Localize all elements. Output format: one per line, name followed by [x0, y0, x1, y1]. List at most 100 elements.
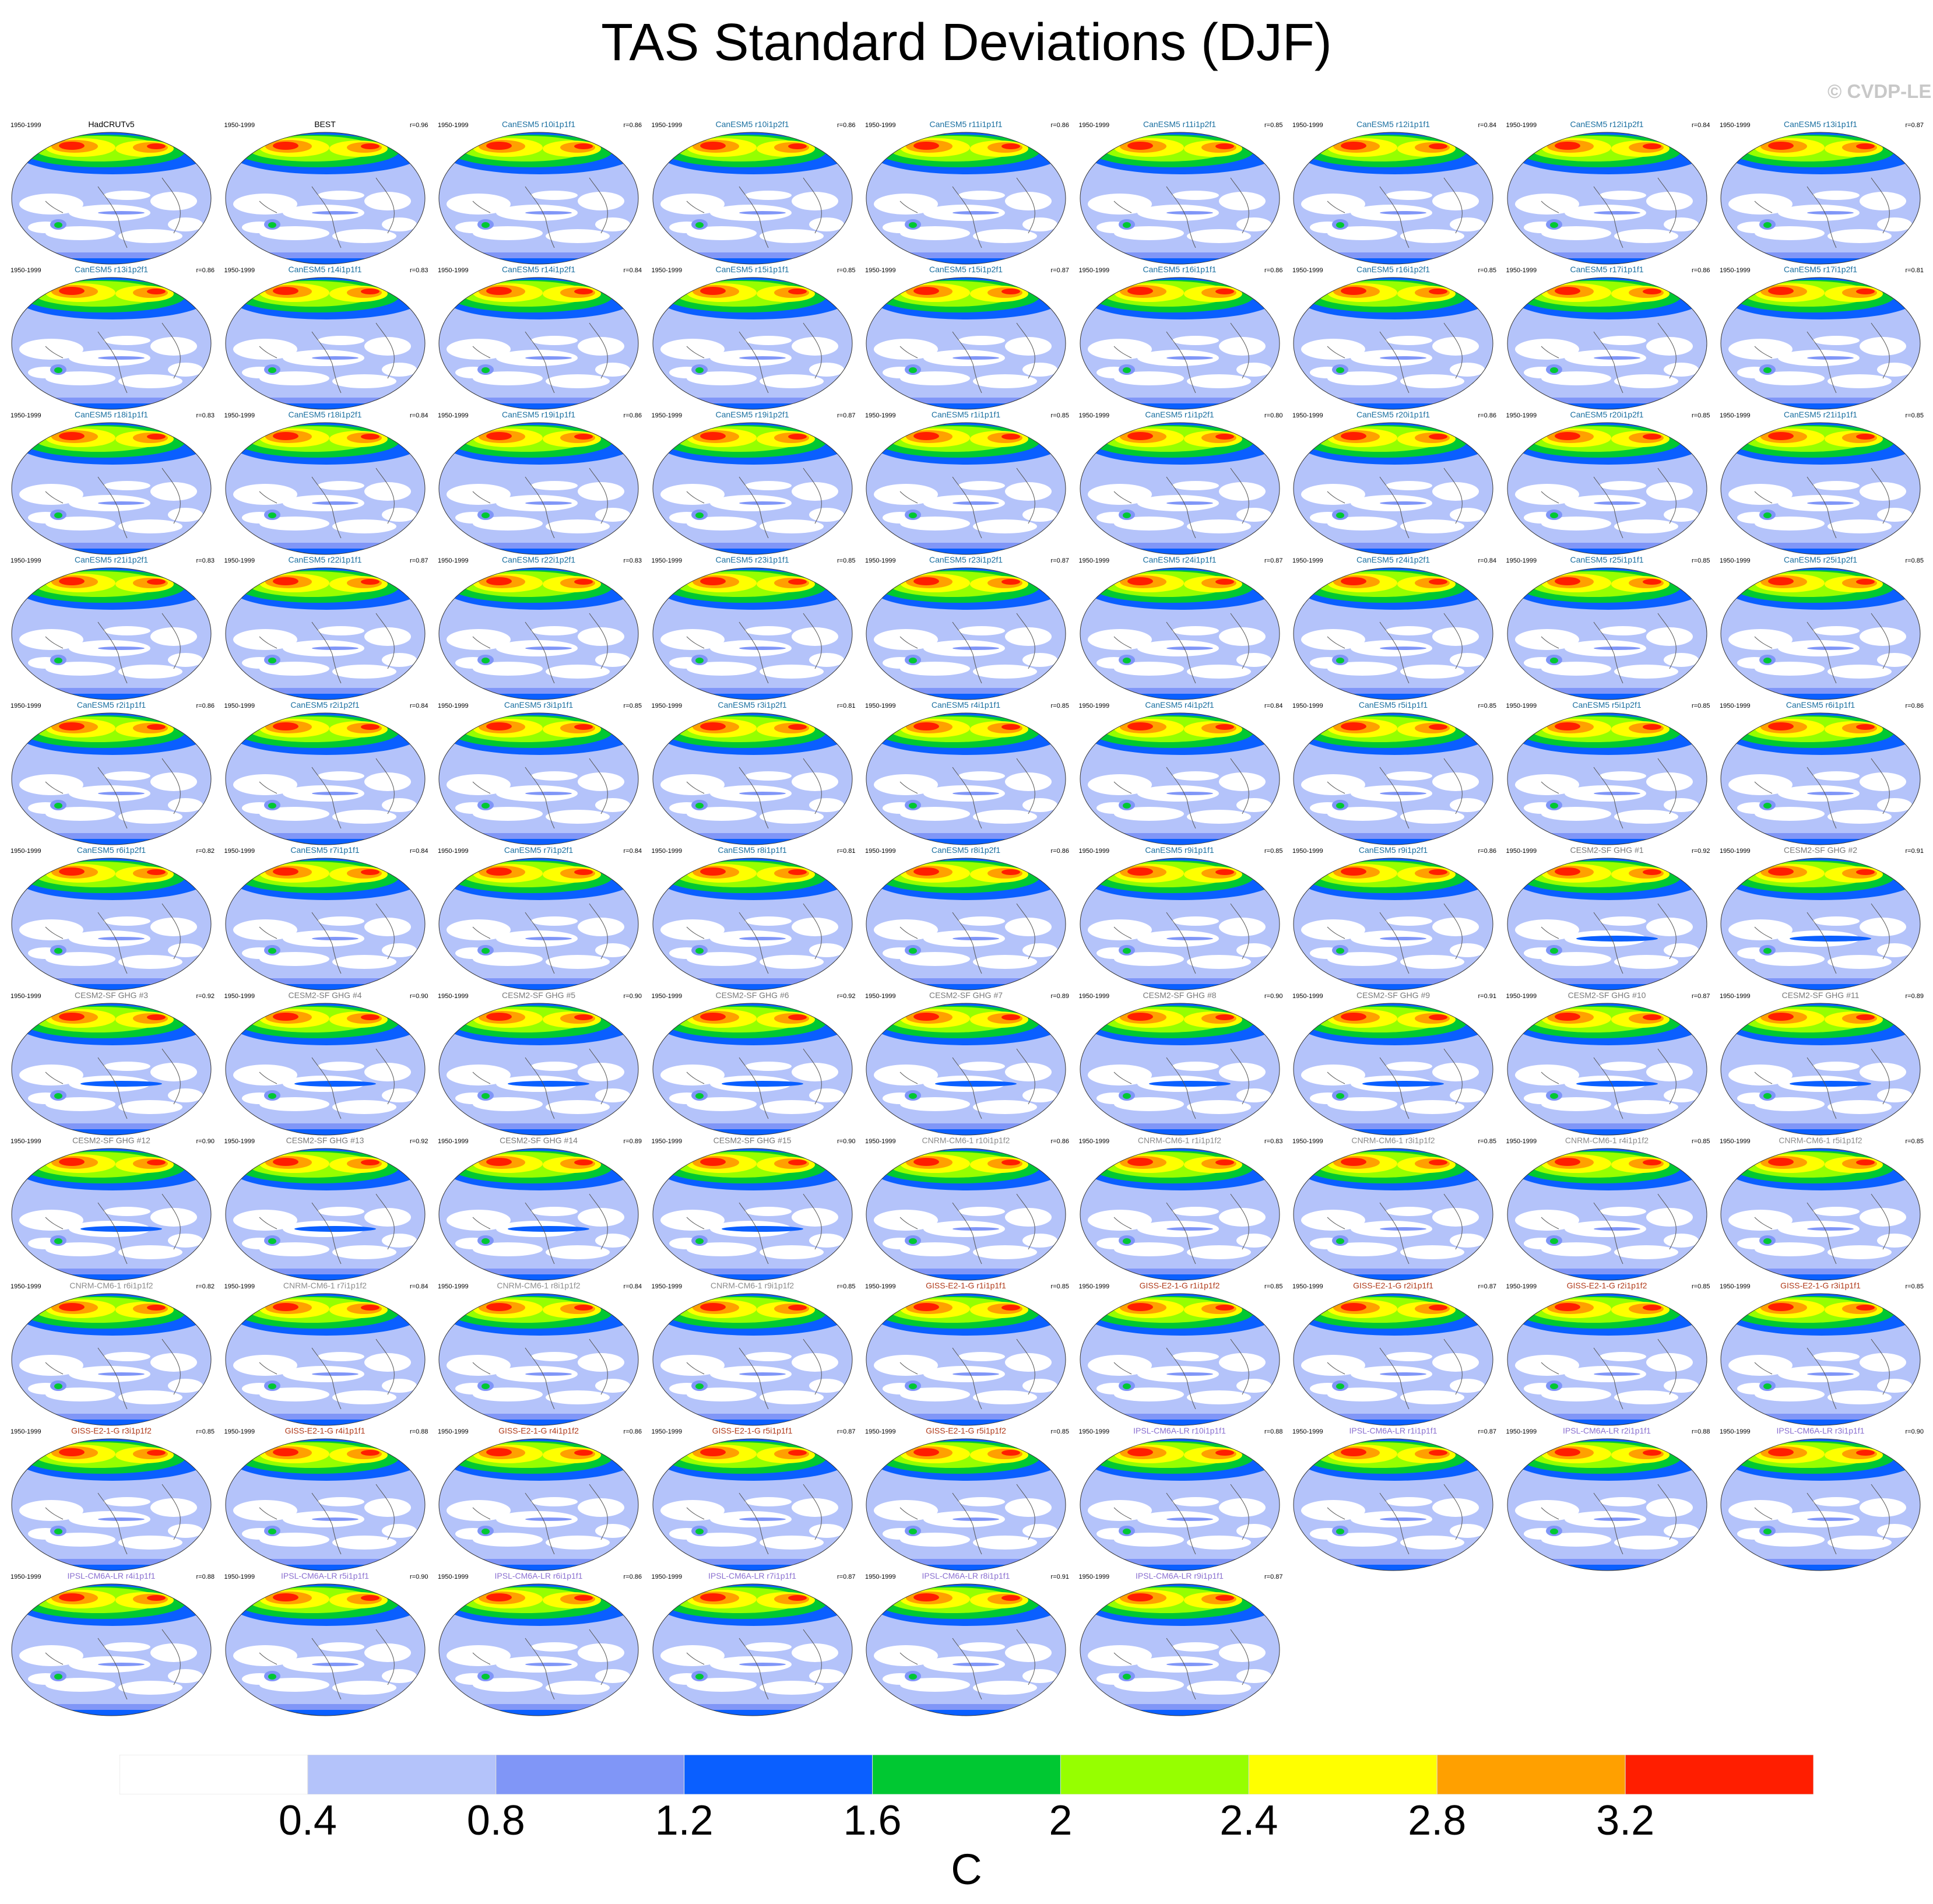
- panel-period: 1950-1999: [438, 702, 469, 709]
- world-map: [11, 712, 212, 845]
- panel-correlation: r=0.84: [1478, 122, 1497, 129]
- panel-title: CanESM5 r3i1p1f1: [504, 700, 574, 709]
- panel-title: CanESM5 r17i1p1f1: [1570, 265, 1644, 274]
- map-panel: 1950-1999 CanESM5 r9i1p1f1 r=0.85: [1074, 845, 1285, 991]
- map-panel: 1950-1999 CanESM5 r6i1p1f1 r=0.86: [1715, 700, 1926, 846]
- panel-correlation: r=0.86: [623, 412, 642, 419]
- map-panel: 1950-1999 CESM2-SF GHG #5 r=0.90: [433, 990, 644, 1136]
- map-panel: 1950-1999 CanESM5 r7i1p1f1 r=0.84: [220, 845, 431, 991]
- panel-title: CanESM5 r11i1p2f1: [1143, 120, 1217, 129]
- panel-correlation: r=0.85: [1264, 1283, 1283, 1290]
- world-map: [652, 1583, 852, 1716]
- map-panel: 1950-1999 IPSL-CM6A-LR r3i1p1f1 r=0.90: [1715, 1426, 1926, 1572]
- panel-period: 1950-1999: [651, 1138, 683, 1145]
- map-panel: 1950-1999 CanESM5 r1i1p1f1 r=0.85: [860, 410, 1071, 556]
- map-panel: 1950-1999 BEST r=0.96: [220, 120, 431, 265]
- panel-period: 1950-1999: [651, 122, 683, 129]
- panel-correlation: r=0.85: [1692, 1283, 1710, 1290]
- world-map: [652, 712, 852, 845]
- panel-title: CESM2-SF GHG #6: [715, 990, 789, 1000]
- map-panel: 1950-1999 GISS-E2-1-G r2i1p1f1 r=0.87: [1288, 1281, 1499, 1427]
- panel-title: CanESM5 r6i1p1f1: [1786, 700, 1855, 709]
- colorbar-segment: [1248, 1755, 1438, 1794]
- world-map: [225, 1293, 425, 1426]
- panel-period: 1950-1999: [1720, 993, 1751, 1000]
- world-map: [1507, 1148, 1707, 1281]
- panel-correlation: r=0.86: [196, 702, 215, 709]
- map-panel: 1950-1999 CNRM-CM6-1 r6i1p1f2 r=0.82: [6, 1281, 217, 1427]
- map-panel: 1950-1999 CanESM5 r8i1p2f1 r=0.86: [860, 845, 1071, 991]
- panel-correlation: r=0.87: [1050, 557, 1070, 564]
- panel-correlation: r=0.85: [1478, 267, 1497, 274]
- panel-title: IPSL-CM6A-LR r8i1p1f1: [922, 1571, 1010, 1580]
- panel-correlation: r=0.86: [1264, 267, 1283, 274]
- panel-correlation: r=0.83: [410, 267, 428, 274]
- map-panel: 1950-1999 CanESM5 r21i1p2f1 r=0.83: [6, 555, 217, 701]
- world-map: [1293, 712, 1493, 845]
- map-panel: 1950-1999 GISS-E2-1-G r4i1p1f1 r=0.88: [220, 1426, 431, 1572]
- panel-title: CanESM5 r23i1p1f1: [715, 555, 789, 564]
- colorbar-segment: [495, 1755, 685, 1794]
- panel-period: 1950-1999: [1506, 412, 1537, 419]
- panel-title: CanESM5 r16i1p1f1: [1143, 265, 1217, 274]
- world-map: [652, 1003, 852, 1136]
- panel-title: CESM2-SF GHG #9: [1356, 990, 1431, 1000]
- map-panel: 1950-1999 CanESM5 r3i1p2f1 r=0.81: [647, 700, 858, 846]
- panel-correlation: r=0.88: [410, 1428, 428, 1435]
- map-panel: 1950-1999 CanESM5 r15i1p1f1 r=0.85: [647, 265, 858, 410]
- panel-period: 1950-1999: [651, 848, 683, 855]
- world-map: [225, 422, 425, 555]
- panel-title: IPSL-CM6A-LR r7i1p1f1: [708, 1571, 796, 1580]
- panel-period: 1950-1999: [224, 1138, 255, 1145]
- map-panel: 1950-1999 CanESM5 r5i1p2f1 r=0.85: [1502, 700, 1713, 846]
- map-panel: 1950-1999 CanESM5 r7i1p2f1 r=0.84: [433, 845, 644, 991]
- colorbar-segment: [1060, 1755, 1249, 1794]
- panel-title: IPSL-CM6A-LR r4i1p1f1: [67, 1571, 156, 1580]
- world-map: [866, 1438, 1066, 1571]
- panel-period: 1950-1999: [224, 1428, 255, 1435]
- panel-title: CESM2-SF GHG #2: [1783, 845, 1858, 855]
- panel-period: 1950-1999: [438, 993, 469, 1000]
- map-panel: 1950-1999 CNRM-CM6-1 r4i1p1f2 r=0.85: [1502, 1136, 1713, 1281]
- colorbar-segment: [872, 1755, 1061, 1794]
- world-map: [1720, 567, 1921, 700]
- panel-title: CanESM5 r12i1p2f1: [1570, 120, 1644, 129]
- map-panel: 1950-1999 CanESM5 r3i1p1f1 r=0.85: [433, 700, 644, 846]
- panel-title: CanESM5 r3i1p2f1: [718, 700, 787, 709]
- colorbar-tick-label: 2: [1049, 1797, 1073, 1844]
- map-panel: 1950-1999 CanESM5 r5i1p1f1 r=0.85: [1288, 700, 1499, 846]
- map-panel: 1950-1999 IPSL-CM6A-LR r1i1p1f1 r=0.87: [1288, 1426, 1499, 1572]
- map-panel: 1950-1999 CESM2-SF GHG #11 r=0.89: [1715, 990, 1926, 1136]
- panel-period: 1950-1999: [224, 702, 255, 709]
- map-panel: 1950-1999 CanESM5 r6i1p2f1 r=0.82: [6, 845, 217, 991]
- panel-title: CanESM5 r25i1p2f1: [1783, 555, 1858, 564]
- map-panel: 1950-1999 CESM2-SF GHG #10 r=0.87: [1502, 990, 1713, 1136]
- panel-correlation: r=0.86: [1692, 267, 1710, 274]
- world-map: [1080, 422, 1280, 555]
- panel-correlation: r=0.89: [1905, 993, 1924, 1000]
- world-map: [438, 712, 639, 845]
- panel-title: CESM2-SF GHG #7: [929, 990, 1003, 1000]
- panel-title: CNRM-CM6-1 r4i1p1f2: [1565, 1136, 1649, 1145]
- map-panel: 1950-1999 CanESM5 r14i1p1f1 r=0.83: [220, 265, 431, 410]
- colorbar-tick-label: 0.4: [278, 1797, 337, 1844]
- panel-period: 1950-1999: [1506, 1138, 1537, 1145]
- panel-title: GISS-E2-1-G r3i1p1f1: [1780, 1281, 1861, 1290]
- panel-title: CanESM5 r9i1p2f1: [1358, 845, 1428, 855]
- panel-correlation: r=0.90: [837, 1138, 856, 1145]
- map-panel: 1950-1999 CanESM5 r13i1p1f1 r=0.87: [1715, 120, 1926, 265]
- panel-period: 1950-1999: [1720, 1428, 1751, 1435]
- panel-correlation: r=0.92: [196, 993, 215, 1000]
- panel-correlation: r=0.84: [623, 848, 642, 855]
- panel-correlation: r=0.85: [196, 1428, 215, 1435]
- world-map: [1080, 712, 1280, 845]
- panel-title: CanESM5 r1i1p2f1: [1145, 410, 1214, 419]
- panel-title: CESM2-SF GHG #3: [74, 990, 149, 1000]
- panel-title: CanESM5 r19i1p2f1: [715, 410, 789, 419]
- world-map: [1080, 132, 1280, 265]
- panel-period: 1950-1999: [651, 267, 683, 274]
- world-map: [652, 132, 852, 265]
- panel-correlation: r=0.90: [623, 993, 642, 1000]
- panel-title: GISS-E2-1-G r5i1p1f1: [712, 1426, 793, 1435]
- world-map: [1507, 277, 1707, 410]
